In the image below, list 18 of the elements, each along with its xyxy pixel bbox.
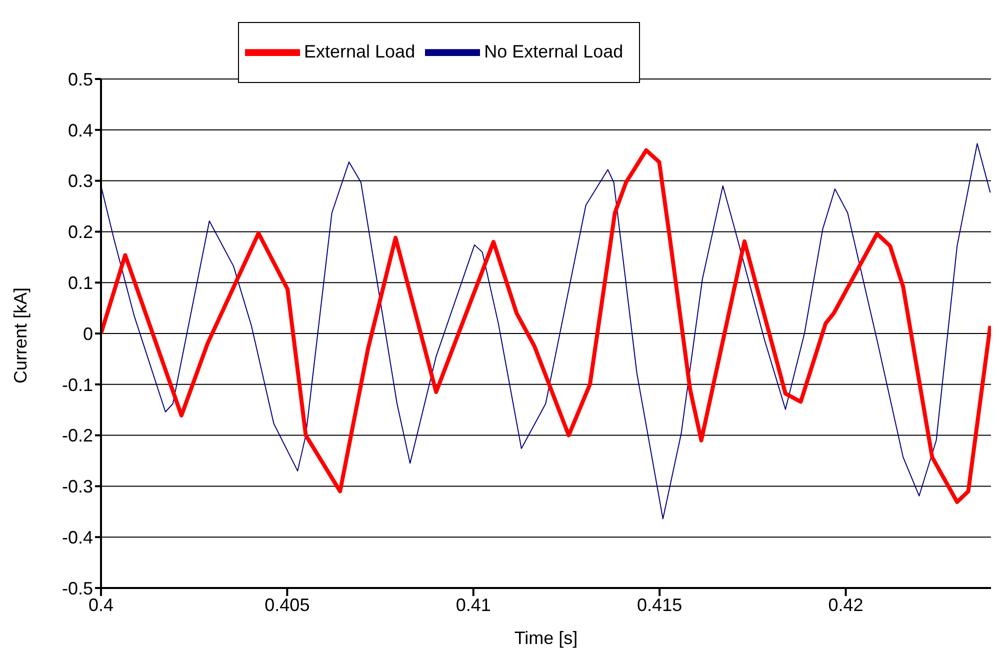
legend-label: No External Load xyxy=(484,41,624,62)
y-tick-label: 0.5 xyxy=(68,69,93,90)
y-tick-label: 0.2 xyxy=(68,222,93,242)
x-tick-label: 0.405 xyxy=(264,594,310,615)
x-axis-title: Time [s] xyxy=(514,628,578,648)
y-tick-label: -0.4 xyxy=(62,527,93,548)
y-tick-label: 0.1 xyxy=(68,272,93,293)
y-tick-label: -0.1 xyxy=(62,374,93,395)
y-tick-label: -0.3 xyxy=(62,476,93,497)
y-axis-title: Current [kA] xyxy=(10,287,30,384)
x-tick-label: 0.415 xyxy=(637,594,682,615)
y-tick-label: 0.3 xyxy=(68,171,93,192)
x-tick-label: 0.41 xyxy=(456,594,491,615)
legend-label: External Load xyxy=(304,41,416,62)
y-tick-label: 0 xyxy=(82,324,93,344)
x-tick-label: 0.42 xyxy=(828,594,864,615)
y-tick-label: 0.4 xyxy=(68,120,93,140)
y-tick-label: -0.2 xyxy=(62,426,93,446)
